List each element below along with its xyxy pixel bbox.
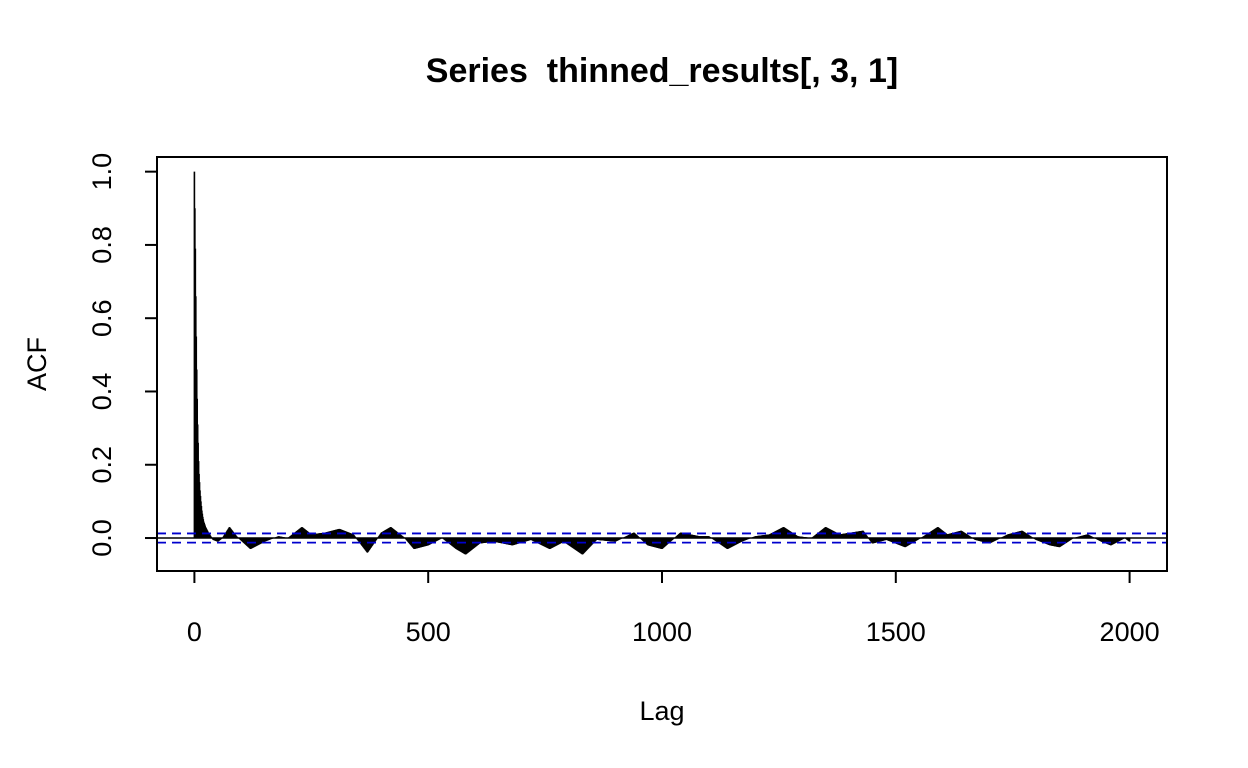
- confidence-bounds: [157, 532, 1167, 544]
- y-tick-label: 0.4: [87, 373, 117, 411]
- y-tick-label: 1.0: [87, 153, 117, 191]
- x-axis: 0 500 1000 1500 2000: [187, 570, 1160, 647]
- plot-box: [156, 156, 1168, 572]
- x-tick-label: 1500: [866, 617, 926, 647]
- x-tick-label: 2000: [1100, 617, 1160, 647]
- y-axis: 0.0 0.2 0.4 0.6 0.8 1.0: [87, 153, 158, 557]
- x-tick-label: 1000: [632, 617, 692, 647]
- y-axis-label: ACF: [22, 337, 52, 391]
- y-tick-label: 0.6: [87, 299, 117, 337]
- y-tick-label: 0.2: [87, 446, 117, 484]
- acf-bars: [193, 171, 1131, 555]
- chart-title: Series thinned_results[, 3, 1]: [426, 52, 898, 90]
- x-axis-label: Lag: [639, 696, 684, 726]
- y-tick-label: 0.8: [87, 226, 117, 264]
- x-tick-label: 0: [187, 617, 202, 647]
- x-tick-label: 500: [406, 617, 451, 647]
- y-tick-label: 0.0: [87, 519, 117, 557]
